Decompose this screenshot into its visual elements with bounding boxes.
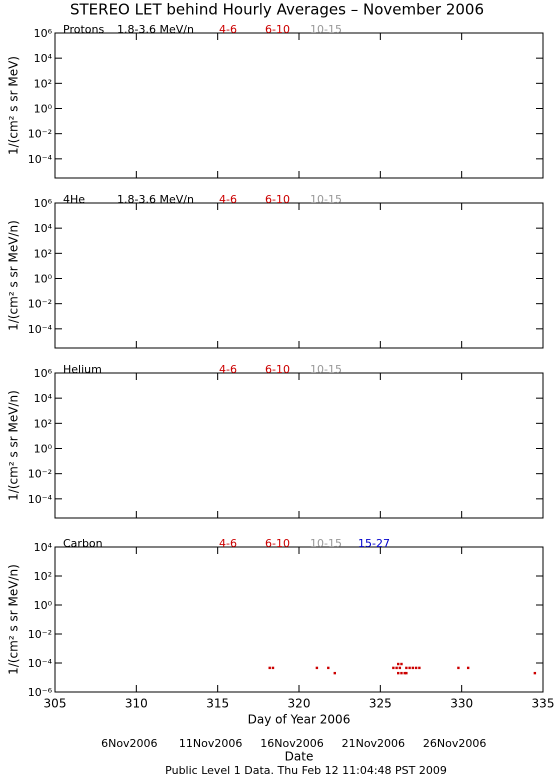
panel-label: 4He: [63, 193, 85, 206]
point: [408, 666, 411, 670]
plot-frame: [54, 372, 544, 519]
y-axis-label: 1/(cm² s sr MeV/n): [7, 390, 21, 501]
date-tick-label: 16Nov2006: [260, 737, 323, 750]
legend-entry: 4-6: [219, 363, 237, 376]
y-tick-label: 10²: [34, 247, 52, 260]
point: [392, 666, 395, 670]
y-tick-label: 10⁴: [34, 541, 53, 554]
y-tick-label: 10²: [34, 570, 52, 583]
x-axis-label: Day of Year 2006: [248, 713, 351, 727]
y-tick-label: 10⁴: [34, 222, 53, 235]
date-axis-label: Date: [285, 750, 314, 764]
legend-entry: 6-10: [265, 23, 290, 36]
y-tick-label: 10⁴: [34, 52, 53, 65]
y-tick-label: 10²: [34, 77, 52, 90]
date-tick-label: 11Nov2006: [179, 737, 242, 750]
legend-entry: 4-6: [219, 23, 237, 36]
y-tick-label: 10⁶: [34, 197, 53, 210]
panel-label: Helium: [63, 363, 102, 376]
legend-entry: 6-10: [265, 193, 290, 206]
x-tick-label: 315: [206, 697, 229, 711]
x-tick-label: 330: [450, 697, 473, 711]
y-tick-label: 10²: [34, 417, 52, 430]
date-tick-label: 21Nov2006: [342, 737, 405, 750]
point: [397, 662, 400, 666]
point: [400, 671, 403, 675]
legend-entry: 10-15: [310, 363, 342, 376]
plot-frame: [54, 202, 544, 349]
x-tick-label: 320: [288, 697, 311, 711]
point: [398, 666, 402, 670]
point: [403, 671, 406, 675]
y-tick-label: 10⁰: [34, 103, 53, 116]
point: [405, 666, 408, 670]
point: [327, 666, 330, 670]
point: [333, 671, 336, 675]
legend-entry: 4-6: [219, 537, 237, 550]
point: [400, 662, 403, 666]
x-tick-label: 310: [125, 697, 148, 711]
legend-entry: 4-6: [219, 193, 237, 206]
y-tick-label: 10⁶: [34, 367, 53, 380]
y-axis-label: 1/(cm² s sr MeV/n): [7, 564, 21, 675]
plot-frame: [54, 546, 544, 693]
y-axis-label: 1/(cm² s sr MeV): [7, 56, 21, 155]
point: [268, 666, 271, 670]
y-tick-label: 10⁻⁴: [28, 153, 53, 166]
legend-entry: 6-10: [265, 363, 290, 376]
y-tick-label: 10⁰: [34, 273, 53, 286]
plot-frame: [54, 32, 544, 179]
y-tick-label: 10⁻⁴: [28, 493, 53, 506]
footer: Public Level 1 Data. Thu Feb 12 11:04:48…: [165, 764, 447, 777]
legend-entry: 15-27: [358, 537, 390, 550]
y-tick-label: 10⁴: [34, 392, 53, 405]
y-tick-label: 10⁻²: [28, 128, 52, 141]
x-tick-label: 335: [532, 697, 554, 711]
point: [271, 666, 275, 670]
x-tick-label: 305: [44, 697, 67, 711]
legend-entry: 6-10: [265, 537, 290, 550]
panel-label: Carbon: [63, 537, 103, 550]
point: [414, 666, 418, 670]
y-axis-label: 1/(cm² s sr MeV/n): [7, 220, 21, 331]
legend-entry: 10-15: [310, 537, 342, 550]
point: [466, 666, 470, 670]
x-tick-label: 325: [369, 697, 392, 711]
y-tick-label: 10⁻⁴: [28, 323, 53, 336]
point: [315, 666, 319, 670]
y-tick-label: 10⁻²: [28, 628, 52, 641]
energy-range: 1.8-3.6 MeV/n: [117, 23, 194, 36]
legend-entry: 10-15: [310, 193, 342, 206]
y-tick-label: 10⁶: [34, 27, 53, 40]
y-tick-label: 10⁰: [34, 443, 53, 456]
y-tick-label: 10⁰: [34, 599, 53, 612]
energy-range: 1.8-3.6 MeV/n: [117, 193, 194, 206]
point: [533, 671, 537, 675]
point: [397, 671, 400, 675]
chart-title: STEREO LET behind Hourly Averages – Nove…: [70, 1, 484, 19]
y-tick-label: 10⁻⁶: [28, 686, 53, 699]
point: [405, 671, 408, 675]
y-tick-label: 10⁻²: [28, 468, 52, 481]
point: [411, 666, 415, 670]
date-tick-label: 6Nov2006: [101, 737, 157, 750]
y-tick-label: 10⁻²: [28, 298, 52, 311]
panel-label: Protons: [63, 23, 104, 36]
legend-entry: 10-15: [310, 23, 342, 36]
date-tick-label: 26Nov2006: [423, 737, 486, 750]
y-tick-label: 10⁻⁴: [28, 657, 53, 670]
point: [418, 666, 421, 670]
point: [395, 666, 398, 670]
point: [457, 666, 460, 670]
